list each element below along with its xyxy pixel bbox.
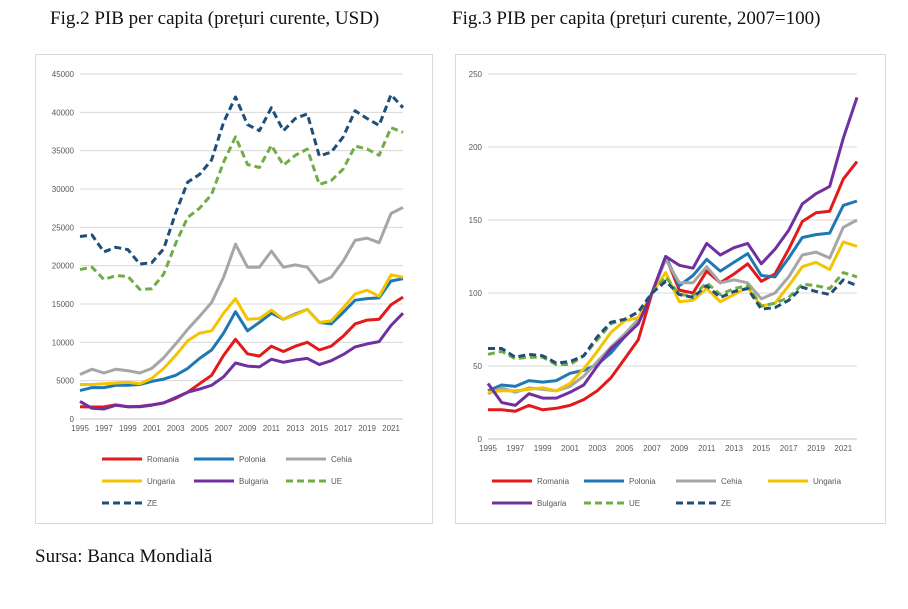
x-tick-label: 2021 xyxy=(834,444,852,453)
legend-label: Cehia xyxy=(331,455,352,464)
series-line-ue xyxy=(79,126,404,291)
y-tick-label: 50 xyxy=(473,362,482,371)
legend-label: Polonia xyxy=(629,477,656,486)
x-tick-label: 2013 xyxy=(286,424,304,433)
x-tick-label: 2015 xyxy=(752,444,770,453)
x-tick-label: 1997 xyxy=(506,444,524,453)
x-tick-label: 2015 xyxy=(310,424,328,433)
y-tick-label: 150 xyxy=(469,216,483,225)
series-line-ze xyxy=(79,93,405,266)
x-tick-label: 2009 xyxy=(670,444,688,453)
x-tick-label: 1997 xyxy=(95,424,113,433)
x-tick-label: 2011 xyxy=(263,424,281,433)
x-tick-label: 2009 xyxy=(239,424,257,433)
x-tick-label: 2001 xyxy=(561,444,579,453)
x-tick-label: 2005 xyxy=(616,444,634,453)
legend-label: Romania xyxy=(147,455,180,464)
x-tick-label: 2011 xyxy=(698,444,716,453)
fig2-chart-panel: 0 5000 10000 15000 20000 25000 30000 35000 40000… xyxy=(35,54,433,524)
fig3-chart-panel: 0 50 100 150 200 250 1995 1997 1999 2001 2003 2005 2… xyxy=(455,54,886,524)
series-line-bulgaria xyxy=(486,96,859,407)
x-tick-label: 1995 xyxy=(479,444,497,453)
legend-label: Romania xyxy=(537,477,570,486)
y-tick-label: 40000 xyxy=(52,108,75,117)
legend-label: Bulgaria xyxy=(239,477,269,486)
y-tick-label: 35000 xyxy=(52,147,75,156)
x-tick-label: 1999 xyxy=(119,424,137,433)
legend-label: UE xyxy=(331,477,342,486)
legend-label: Bulgaria xyxy=(537,499,567,508)
y-tick-label: 25000 xyxy=(52,223,75,232)
x-tick-label: 2019 xyxy=(807,444,825,453)
fig3-title: Fig.3 PIB per capita (prețuri curente, 2… xyxy=(452,8,821,29)
legend-label: Cehia xyxy=(721,477,742,486)
legend-label: Ungaria xyxy=(813,477,842,486)
x-tick-label: 2003 xyxy=(167,424,185,433)
legend-label: Polonia xyxy=(239,455,266,464)
series-line-ungaria xyxy=(80,273,404,386)
legend-label: ZE xyxy=(147,499,157,508)
source-note: Sursa: Banca Mondială xyxy=(35,546,213,567)
series-line-polonia xyxy=(79,277,404,393)
x-tick-label: 2005 xyxy=(191,424,209,433)
x-tick-label: 2001 xyxy=(143,424,161,433)
fig2-chart: 0 5000 10000 15000 20000 25000 30000 35000 40000… xyxy=(52,70,405,508)
x-tick-label: 1999 xyxy=(534,444,552,453)
series-line-ungaria xyxy=(487,240,858,394)
y-tick-label: 20000 xyxy=(52,262,75,271)
series-line-polonia xyxy=(487,199,858,393)
y-tick-label: 5000 xyxy=(56,377,74,386)
x-tick-label: 2017 xyxy=(334,424,352,433)
x-tick-label: 2007 xyxy=(215,424,233,433)
legend-label: Ungaria xyxy=(147,477,176,486)
y-tick-label: 100 xyxy=(469,289,483,298)
series-line-romania xyxy=(79,295,404,409)
series-line-cehia xyxy=(487,218,858,396)
legend-label: UE xyxy=(629,499,640,508)
x-tick-label: 2019 xyxy=(358,424,376,433)
y-tick-label: 30000 xyxy=(52,185,75,194)
fig3-chart: 0 50 100 150 200 250 1995 1997 1999 2001 2003 2005 2… xyxy=(469,70,859,508)
series-line-bulgaria xyxy=(79,312,405,411)
series-line-ze xyxy=(488,278,858,365)
series-line-cehia xyxy=(79,206,404,376)
y-tick-label: 0 xyxy=(478,435,483,444)
x-tick-label: 2003 xyxy=(588,444,606,453)
x-tick-label: 2007 xyxy=(643,444,661,453)
y-tick-label: 15000 xyxy=(52,300,75,309)
legend-label: ZE xyxy=(721,499,731,508)
y-tick-label: 250 xyxy=(469,70,483,79)
y-tick-label: 45000 xyxy=(52,70,75,79)
x-tick-label: 2013 xyxy=(725,444,743,453)
x-tick-label: 2017 xyxy=(780,444,798,453)
y-tick-label: 0 xyxy=(70,415,75,424)
y-tick-label: 200 xyxy=(469,143,483,152)
x-tick-label: 2021 xyxy=(382,424,400,433)
x-tick-label: 1995 xyxy=(71,424,89,433)
y-tick-label: 10000 xyxy=(52,338,75,347)
fig2-title: Fig.2 PIB per capita (prețuri curente, U… xyxy=(50,8,380,29)
